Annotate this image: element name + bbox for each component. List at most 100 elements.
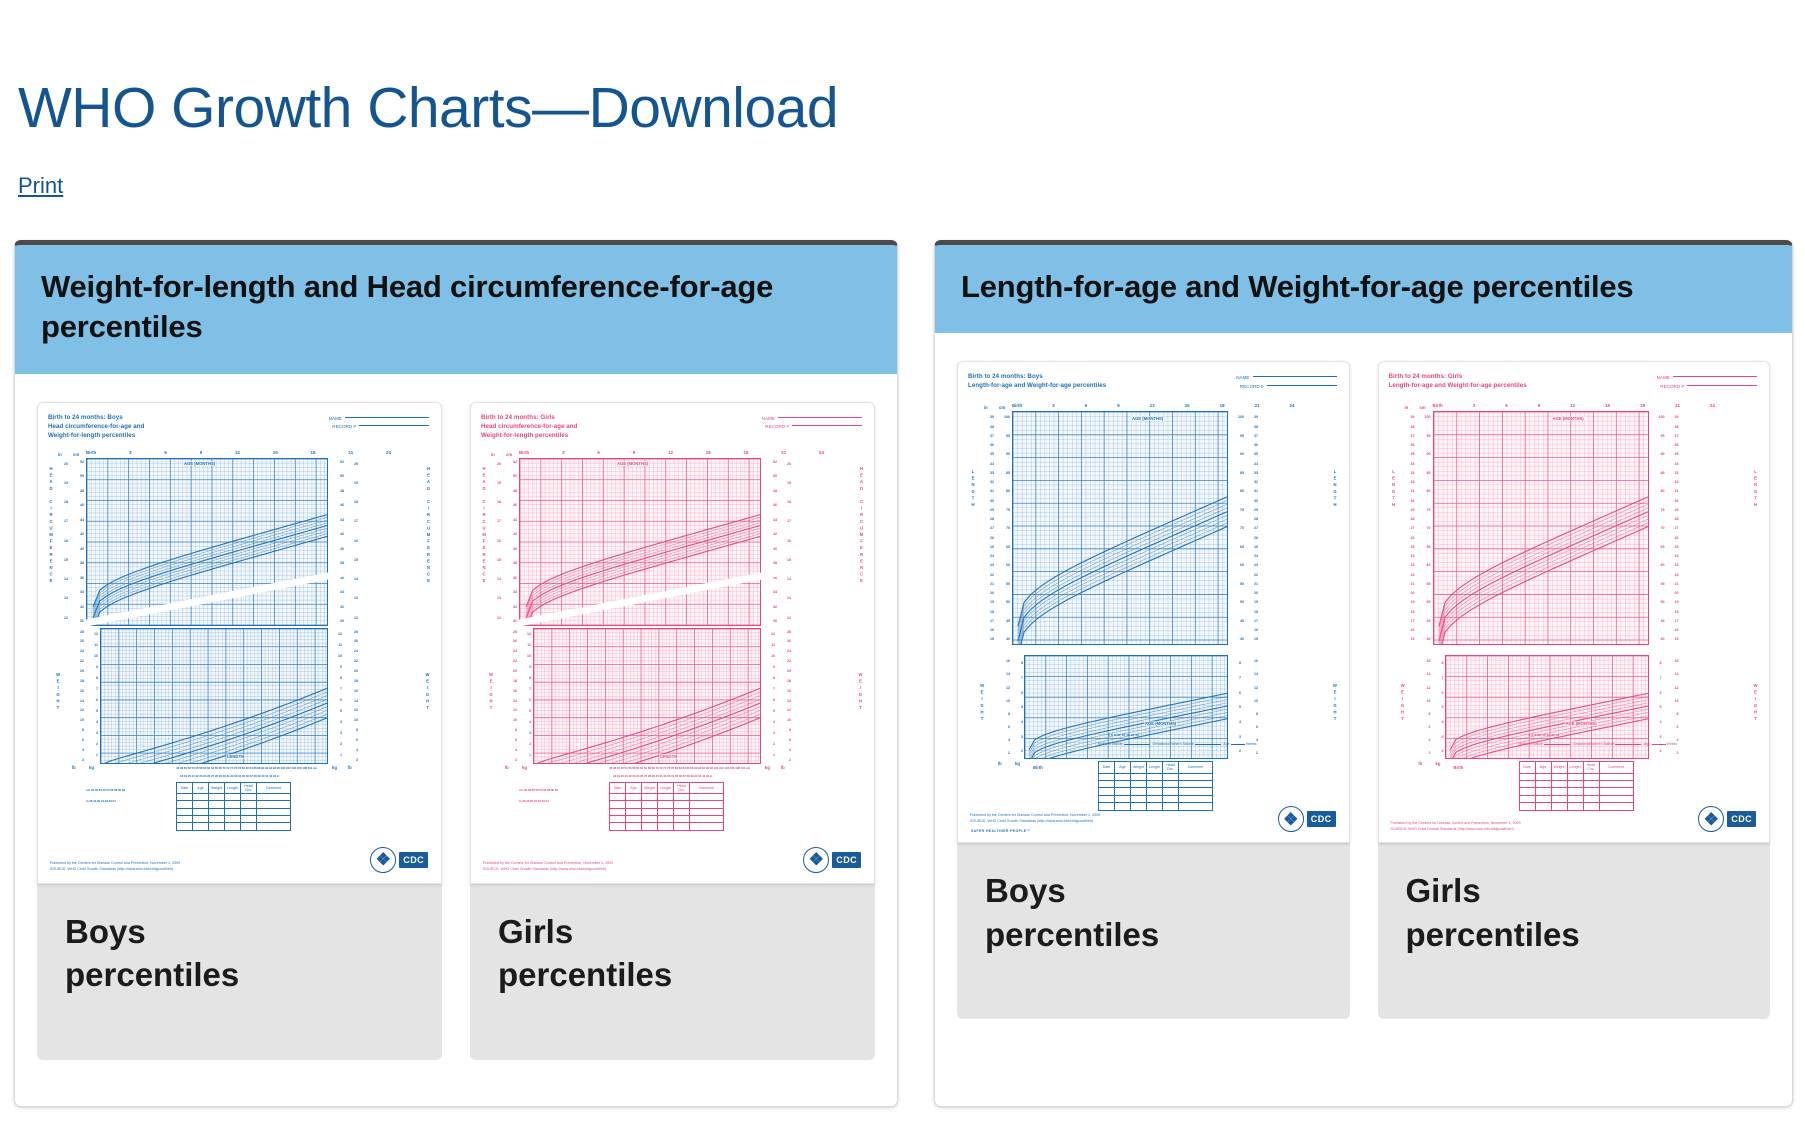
record-field[interactable]: RECORD #	[762, 423, 862, 432]
axis-tick: 9	[529, 664, 531, 669]
table-header-cell: Date	[176, 781, 193, 794]
print-link[interactable]: Print	[18, 173, 64, 198]
axis-tick: 12	[354, 615, 358, 620]
card-body: Birth to 24 months: Boys Length-for-age a…	[935, 333, 1792, 1020]
table-header-cell: Date	[1098, 761, 1115, 774]
axis-tick: 40	[80, 546, 84, 551]
axis-tick: 35	[990, 452, 994, 457]
chart-tile-boys[interactable]: Birth to 24 months: Boys Head circumferen…	[37, 401, 442, 1060]
hc-unit-in: in	[57, 451, 63, 457]
axis-tick: 60	[1240, 563, 1244, 568]
hhs-seal-icon: ❖	[803, 846, 830, 873]
record-field[interactable]: RECORD #	[1657, 383, 1757, 392]
axis-tick: 24	[513, 649, 517, 654]
name-field[interactable]: NAME	[329, 415, 429, 424]
axis-tick: 11	[338, 642, 342, 647]
axis-tick: 8	[356, 728, 358, 733]
table-cell	[1534, 794, 1552, 804]
record-field[interactable]: RECORD #	[329, 423, 429, 432]
axis-tick: 20	[354, 668, 358, 673]
axis-tick: 5	[773, 709, 775, 714]
axis-tick: 34	[1410, 461, 1415, 466]
table-header-cell: Length	[657, 781, 674, 794]
axis-tick: 46	[513, 503, 517, 508]
wt-unit-lb: lb	[71, 764, 77, 770]
father-stature-field[interactable]: Father's Stature Age: Weeks	[1590, 742, 1677, 747]
axis-tick: 16	[354, 538, 358, 543]
table-cell	[1518, 772, 1536, 782]
table-cell	[208, 822, 225, 831]
table-cell	[1162, 794, 1179, 804]
axis-tick: 37	[1674, 433, 1679, 438]
axis-tick: 25	[1674, 544, 1679, 549]
axis-tick: 10	[338, 653, 342, 658]
record-field[interactable]: RECORD #	[1236, 383, 1337, 392]
axis-tick: 45	[1240, 618, 1244, 623]
table-cell	[208, 792, 225, 802]
axis-tick-column: 52 50 48 46 44 42 40 38 36 34 32 30	[763, 458, 778, 626]
father-stature-field[interactable]: Father's Stature Age: Weeks	[1169, 742, 1257, 747]
chart-tile-girls[interactable]: Birth to 24 months: Girls Length-for-age …	[1377, 361, 1770, 1020]
table-header-cell: Head Circ.	[240, 781, 257, 794]
axis-tick: 12	[338, 631, 342, 636]
axis-tick: 46	[773, 503, 777, 508]
age-axis-label-lower: AGE (MONTHS)	[1564, 721, 1598, 727]
growth-chart-thumbnail-boys[interactable]: Birth to 24 months: Boys Head circumferen…	[37, 401, 442, 884]
axis-tick: 3	[529, 731, 531, 736]
mother-stature-field[interactable]: Mother's Stature Gestational	[1098, 742, 1170, 747]
axis-tick: 70	[1006, 526, 1010, 531]
chart-footer-line: SOURCE: WHO Child Growth Standards (http…	[1390, 827, 1514, 832]
age-tick: 12	[1570, 403, 1576, 409]
axis-tick: 38	[513, 561, 517, 566]
age-tick: 21	[1675, 403, 1680, 409]
axis-tick: 7	[1659, 675, 1662, 680]
table-cell	[1534, 780, 1552, 789]
axis-tick: 2	[529, 742, 531, 747]
wt-unit-lb: lb	[997, 761, 1003, 767]
axis-tick: 10	[1006, 698, 1010, 703]
caption-line-2: percentiles	[985, 915, 1160, 953]
growth-chart-thumbnail-girls[interactable]: Birth to 24 months: Girls Head circumfere…	[470, 401, 875, 884]
chart-title: Birth to 24 months: Boys Length-for-age a…	[968, 373, 1339, 391]
axis-tick: 5	[529, 709, 531, 714]
name-field[interactable]: NAME	[1236, 374, 1337, 383]
table-cell	[689, 800, 724, 809]
axis-tick: 38	[990, 424, 994, 429]
axis-tick: 4	[96, 720, 98, 725]
weight-axis-label-right: WEIGHT	[425, 671, 430, 712]
axis-tick: 46	[340, 503, 344, 508]
chart-tile-boys[interactable]: Birth to 24 months: Boys Length-for-age a…	[957, 361, 1350, 1020]
axis-tick: 24	[1254, 554, 1258, 559]
axis-tick: 15	[64, 557, 68, 562]
axis-tick: 70	[1660, 526, 1665, 531]
axis-tick: 40	[513, 546, 517, 551]
table-cell	[1114, 794, 1131, 804]
table-cell	[1518, 794, 1536, 804]
table-cell	[1518, 802, 1536, 811]
chart-title: Birth to 24 months: Girls Length-for-age …	[1389, 373, 1760, 391]
axis-tick: 55	[1006, 581, 1010, 586]
axis-tick: 4	[789, 747, 791, 752]
axis-tick: 44	[513, 517, 517, 522]
axis-tick: 2	[356, 757, 358, 762]
age-tick: 24	[386, 449, 391, 455]
growth-chart-thumbnail-girls[interactable]: Birth to 24 months: Girls Length-for-age …	[1377, 361, 1770, 844]
axis-tick: 8	[96, 675, 98, 680]
length-in-scale-lower: in 18 19 20 21 22 23 24	[519, 798, 549, 803]
axis-tick-column: 12 11 10 9 8 7 6 5 4 3 2 1	[519, 630, 532, 760]
axis-tick: 21	[1410, 581, 1415, 586]
chart-tile-girls[interactable]: Birth to 24 months: Girls Head circumfere…	[470, 401, 875, 1060]
name-field[interactable]: NAME	[762, 415, 862, 424]
axis-tick: 52	[340, 459, 344, 464]
axis-tick: 70	[1426, 526, 1431, 531]
mother-stature-field[interactable]: Mother's Stature Gestational	[1518, 742, 1591, 747]
weight-axis-label: WEIGHT	[55, 671, 61, 712]
axis-tick: 10	[513, 718, 517, 723]
weight-axis-label: WEIGHT	[1400, 683, 1406, 723]
growth-chart-thumbnail-boys[interactable]: Birth to 24 months: Boys Length-for-age a…	[957, 361, 1350, 844]
axis-tick-column: 20 19 18 17 16 15 14 13 12	[779, 460, 792, 622]
table-cell	[1098, 772, 1115, 782]
name-field[interactable]: NAME	[1657, 374, 1757, 383]
axis-tick-column: 8 7 6 5 4 3 2	[1433, 659, 1445, 755]
axis-tick: 8	[1021, 661, 1023, 666]
